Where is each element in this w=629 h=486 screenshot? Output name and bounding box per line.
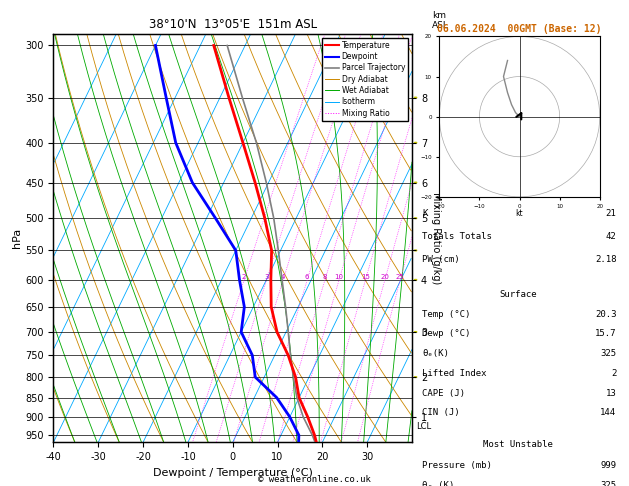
Text: θₑ(K): θₑ(K) — [422, 349, 449, 358]
Text: Lifted Index: Lifted Index — [422, 369, 487, 378]
Text: Dewp (°C): Dewp (°C) — [422, 330, 470, 338]
Text: 21: 21 — [606, 209, 616, 218]
Text: 144: 144 — [600, 408, 616, 417]
Text: Temp (°C): Temp (°C) — [422, 310, 470, 318]
Text: 13: 13 — [606, 389, 616, 398]
Y-axis label: Mixing Ratio (g/kg): Mixing Ratio (g/kg) — [431, 192, 441, 284]
Text: 6: 6 — [305, 275, 309, 280]
Text: 2: 2 — [242, 275, 246, 280]
Text: Pressure (mb): Pressure (mb) — [422, 461, 492, 469]
Text: θₑ (K): θₑ (K) — [422, 481, 455, 486]
Text: CIN (J): CIN (J) — [422, 408, 460, 417]
Text: LCL: LCL — [416, 422, 431, 431]
Text: km
ASL: km ASL — [431, 11, 448, 30]
Text: 10: 10 — [335, 275, 343, 280]
Text: 325: 325 — [600, 481, 616, 486]
Text: Surface: Surface — [499, 290, 537, 299]
Text: 999: 999 — [600, 461, 616, 469]
Text: 2.18: 2.18 — [595, 255, 616, 264]
Text: 4: 4 — [281, 275, 285, 280]
X-axis label: kt: kt — [516, 209, 523, 219]
Text: 2: 2 — [611, 369, 616, 378]
Text: CAPE (J): CAPE (J) — [422, 389, 465, 398]
Y-axis label: hPa: hPa — [13, 228, 23, 248]
Text: 25: 25 — [396, 275, 404, 280]
Text: 20: 20 — [381, 275, 389, 280]
Text: 3: 3 — [264, 275, 269, 280]
Text: 42: 42 — [606, 232, 616, 241]
Text: 20.3: 20.3 — [595, 310, 616, 318]
Text: 8: 8 — [323, 275, 327, 280]
Title: 38°10'N  13°05'E  151m ASL: 38°10'N 13°05'E 151m ASL — [148, 18, 317, 32]
Text: Most Unstable: Most Unstable — [483, 440, 554, 449]
Text: K: K — [422, 209, 428, 218]
Legend: Temperature, Dewpoint, Parcel Trajectory, Dry Adiabat, Wet Adiabat, Isotherm, Mi: Temperature, Dewpoint, Parcel Trajectory… — [322, 38, 408, 121]
Text: 15: 15 — [361, 275, 370, 280]
Text: Totals Totals: Totals Totals — [422, 232, 492, 241]
Text: 15.7: 15.7 — [595, 330, 616, 338]
Text: 06.06.2024  00GMT (Base: 12): 06.06.2024 00GMT (Base: 12) — [437, 24, 602, 34]
Text: PW (cm): PW (cm) — [422, 255, 460, 264]
X-axis label: Dewpoint / Temperature (°C): Dewpoint / Temperature (°C) — [153, 468, 313, 478]
Text: © weatheronline.co.uk: © weatheronline.co.uk — [258, 474, 371, 484]
Text: 325: 325 — [600, 349, 616, 358]
